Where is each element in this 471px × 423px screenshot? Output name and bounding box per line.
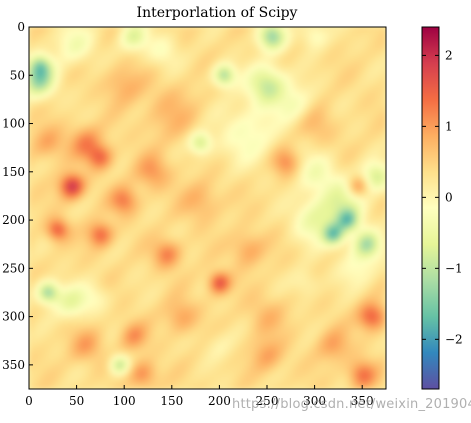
y-tick-label: 250 bbox=[2, 261, 25, 275]
colorbar-gradient bbox=[422, 27, 439, 389]
colorbar-tick-label: 1 bbox=[445, 119, 453, 133]
heatmap-plot-area bbox=[29, 27, 386, 389]
heatmap-image bbox=[29, 27, 386, 389]
colorbar-tick-label: −1 bbox=[445, 261, 463, 275]
chart-title: Interporlation of Scipy bbox=[137, 5, 298, 21]
x-tick-label: 250 bbox=[256, 394, 279, 408]
x-tick-label: 300 bbox=[303, 394, 326, 408]
colorbar-ticks: −2 −1 0 1 2 bbox=[422, 48, 463, 346]
x-tick-label: 100 bbox=[113, 394, 136, 408]
y-tick-label: 350 bbox=[2, 358, 25, 372]
y-tick-label: 50 bbox=[10, 68, 25, 82]
colorbar: −2 −1 0 1 2 bbox=[421, 26, 463, 390]
x-tick-label: 50 bbox=[69, 394, 84, 408]
plot-frame bbox=[28, 26, 387, 390]
y-tick-label: 0 bbox=[17, 20, 25, 34]
y-tick-label: 200 bbox=[2, 213, 25, 227]
y-axis: 0 50 100 150 200 250 300 350 bbox=[2, 20, 33, 372]
colorbar-tick-label: 0 bbox=[445, 190, 453, 204]
y-tick-label: 150 bbox=[2, 165, 25, 179]
x-tick-label: 350 bbox=[351, 394, 374, 408]
y-tick-label: 100 bbox=[2, 117, 25, 131]
colorbar-tick-label: −2 bbox=[445, 332, 463, 346]
y-tick-label: 300 bbox=[2, 310, 25, 324]
x-axis: 0 50 100 150 200 250 300 350 bbox=[25, 385, 374, 408]
x-tick-label: 150 bbox=[160, 394, 183, 408]
x-tick-label: 0 bbox=[25, 394, 33, 408]
colorbar-frame bbox=[421, 26, 440, 390]
colorbar-tick-label: 2 bbox=[445, 48, 453, 62]
watermark-text: https://blog.csdn.net/weixin_20190411 bbox=[232, 397, 471, 412]
x-tick-label: 200 bbox=[208, 394, 231, 408]
